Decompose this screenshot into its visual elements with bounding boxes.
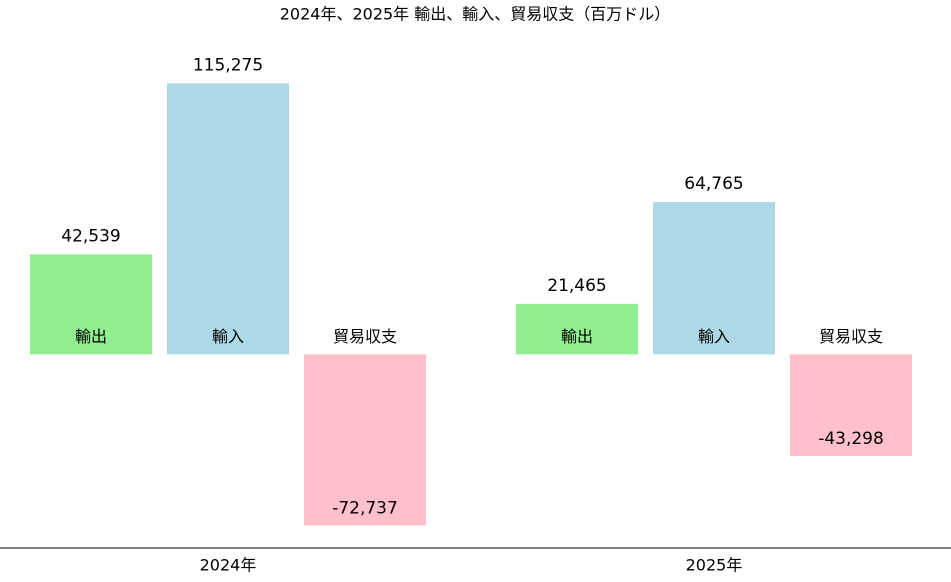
bar xyxy=(30,254,152,355)
value-label: 115,275 xyxy=(193,55,263,75)
bar-series-label: 輸入 xyxy=(212,327,244,346)
bar-series-label: 輸入 xyxy=(698,327,730,346)
x-tick-label: 2025年 xyxy=(686,556,743,575)
bar-series-label: 輸出 xyxy=(75,327,107,346)
x-tick-label: 2024年 xyxy=(200,556,257,575)
bar xyxy=(167,83,289,355)
bar xyxy=(304,354,426,526)
bar xyxy=(790,354,912,457)
chart-title: 2024年、2025年 輸出、輸入、貿易収支（百万ドル） xyxy=(280,5,671,24)
value-label: -43,298 xyxy=(818,429,884,449)
bar-series-label: 貿易収支 xyxy=(819,327,883,346)
value-label: 21,465 xyxy=(547,276,606,296)
value-label: 42,539 xyxy=(61,226,120,246)
value-label: -72,737 xyxy=(332,498,398,518)
value-label: 64,765 xyxy=(684,174,743,194)
bar-series-label: 輸出 xyxy=(561,327,593,346)
bar xyxy=(516,303,638,355)
bar xyxy=(653,202,775,355)
bar-series-label: 貿易収支 xyxy=(333,327,397,346)
